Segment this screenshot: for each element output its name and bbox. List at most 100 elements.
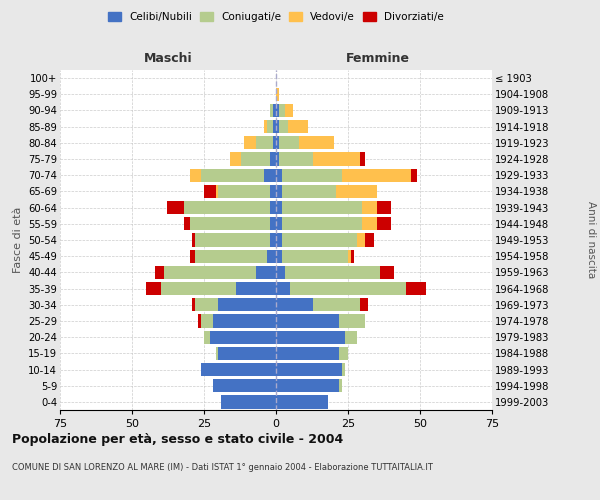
Bar [190, 168, 201, 182]
Bar [412, 168, 417, 182]
Bar [270, 104, 273, 117]
Bar [287, 120, 308, 134]
Bar [201, 314, 212, 328]
Bar [276, 120, 279, 134]
Bar [279, 136, 299, 149]
Text: Maschi: Maschi [143, 52, 193, 65]
Bar [282, 168, 342, 182]
Bar [184, 201, 270, 214]
Bar [276, 396, 328, 408]
Bar [212, 379, 276, 392]
Bar [282, 234, 356, 246]
Bar [236, 282, 276, 295]
Bar [276, 314, 340, 328]
Bar [268, 250, 276, 263]
Text: Popolazione per età, sesso e stato civile - 2004: Popolazione per età, sesso e stato civil… [12, 432, 343, 446]
Bar [193, 234, 196, 246]
Bar [256, 266, 276, 279]
Bar [337, 185, 377, 198]
Bar [146, 282, 161, 295]
Bar [218, 298, 276, 312]
Bar [221, 396, 276, 408]
Bar [342, 363, 345, 376]
Bar [279, 152, 313, 166]
Legend: Celibi/Nubili, Coniugati/e, Vedovi/e, Divorziati/e: Celibi/Nubili, Coniugati/e, Vedovi/e, Di… [104, 8, 448, 26]
Bar [365, 234, 374, 246]
Bar [282, 201, 362, 214]
Bar [276, 201, 282, 214]
Bar [276, 136, 279, 149]
Bar [284, 266, 380, 279]
Bar [268, 120, 273, 134]
Bar [273, 120, 276, 134]
Bar [276, 185, 282, 198]
Bar [279, 120, 287, 134]
Bar [184, 217, 190, 230]
Bar [276, 104, 279, 117]
Bar [198, 314, 201, 328]
Bar [190, 217, 270, 230]
Bar [161, 282, 236, 295]
Bar [284, 104, 293, 117]
Bar [356, 234, 365, 246]
Bar [276, 250, 282, 263]
Bar [282, 217, 362, 230]
Bar [342, 168, 412, 182]
Bar [362, 201, 377, 214]
Text: Anni di nascita: Anni di nascita [586, 202, 596, 278]
Bar [273, 104, 276, 117]
Bar [377, 201, 391, 214]
Bar [276, 234, 282, 246]
Bar [193, 298, 196, 312]
Bar [359, 298, 368, 312]
Bar [282, 185, 337, 198]
Bar [201, 363, 276, 376]
Text: Femmine: Femmine [346, 52, 410, 65]
Bar [244, 136, 256, 149]
Bar [299, 136, 334, 149]
Bar [351, 250, 354, 263]
Bar [276, 346, 340, 360]
Bar [340, 379, 342, 392]
Bar [313, 298, 359, 312]
Bar [313, 152, 359, 166]
Bar [167, 201, 184, 214]
Bar [276, 298, 313, 312]
Bar [276, 152, 279, 166]
Bar [215, 346, 218, 360]
Bar [164, 266, 256, 279]
Bar [362, 217, 377, 230]
Bar [196, 298, 218, 312]
Bar [190, 250, 196, 263]
Bar [340, 346, 348, 360]
Bar [215, 185, 218, 198]
Bar [218, 346, 276, 360]
Bar [270, 217, 276, 230]
Bar [276, 266, 284, 279]
Text: COMUNE DI SAN LORENZO AL MARE (IM) - Dati ISTAT 1° gennaio 2004 - Elaborazione T: COMUNE DI SAN LORENZO AL MARE (IM) - Dat… [12, 462, 433, 471]
Bar [218, 185, 270, 198]
Bar [201, 168, 265, 182]
Bar [345, 330, 356, 344]
Bar [241, 152, 270, 166]
Bar [340, 314, 365, 328]
Y-axis label: Fasce di età: Fasce di età [13, 207, 23, 273]
Bar [380, 266, 394, 279]
Bar [256, 136, 273, 149]
Bar [276, 379, 340, 392]
Bar [270, 201, 276, 214]
Bar [265, 120, 268, 134]
Bar [406, 282, 426, 295]
Bar [270, 234, 276, 246]
Bar [359, 152, 365, 166]
Bar [276, 282, 290, 295]
Bar [196, 234, 270, 246]
Bar [348, 250, 351, 263]
Bar [273, 136, 276, 149]
Bar [210, 330, 276, 344]
Bar [276, 330, 345, 344]
Bar [276, 168, 282, 182]
Bar [276, 88, 279, 101]
Bar [204, 185, 215, 198]
Bar [155, 266, 164, 279]
